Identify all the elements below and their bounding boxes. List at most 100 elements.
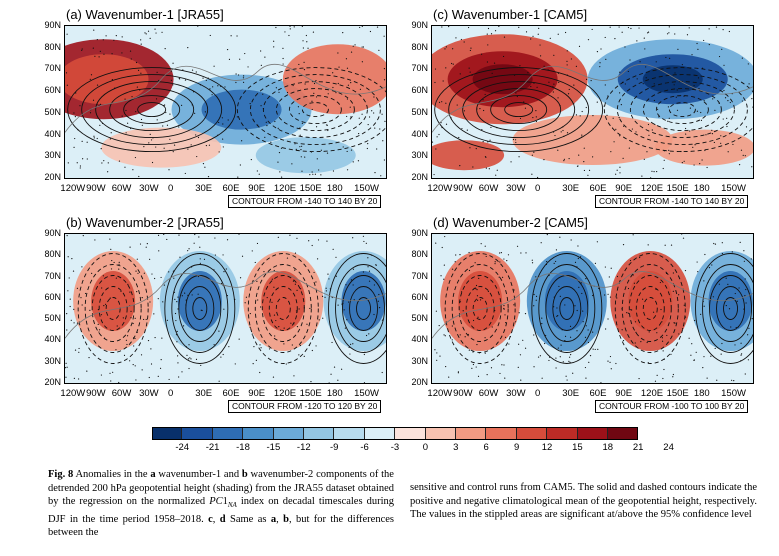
x-tick-label: 0 [534, 183, 541, 194]
x-tick-label: 120E [273, 183, 297, 194]
colorbar-swatch [182, 427, 213, 440]
y-tick-label: 80N [44, 249, 61, 260]
y-tick-label: 50N [411, 106, 428, 117]
x-tick-label: 60W [111, 388, 132, 399]
x-tick-label: 150W [721, 183, 746, 194]
y-tick-label: 20N [411, 377, 428, 387]
colorbar-tick-label: -24 [175, 442, 190, 453]
x-tick-label: 90W [453, 183, 473, 194]
colorbar-frame [152, 427, 638, 440]
colorbar-tick-label: -12 [296, 442, 311, 453]
x-tick-label: 150W [721, 388, 746, 399]
y-tick-label: 50N [44, 106, 61, 117]
y-tick-label: 50N [44, 313, 61, 324]
x-tick-label: 180 [326, 183, 343, 194]
colorbar-tick-label: -9 [329, 442, 339, 453]
x-tick-label: 30E [562, 388, 580, 399]
x-tick-label: 180 [693, 388, 710, 399]
x-tick-label: 180 [326, 388, 343, 399]
y-tick-label: 70N [44, 270, 61, 281]
x-tick-label: 90E [615, 388, 633, 399]
y-tick-label: 60N [44, 85, 61, 96]
x-tick-label: 0 [167, 388, 174, 399]
y-tick-label: 40N [44, 334, 61, 345]
colorbar-swatch [395, 427, 426, 440]
x-tick-label: 30W [506, 183, 526, 194]
x-tick-label: 150W [354, 183, 379, 194]
map-panel-c [431, 25, 754, 179]
x-tick-label: 60E [222, 183, 240, 194]
x-tick-label: 90E [248, 183, 266, 194]
colorbar-swatch [152, 427, 183, 440]
y-tick-label: 90N [411, 20, 428, 30]
y-tick-label: 90N [44, 228, 61, 238]
y-tick-label: 90N [411, 228, 428, 238]
x-tick-label: 90W [86, 183, 106, 194]
x-tick-label: 60E [589, 388, 607, 399]
colorbar-swatch [212, 427, 244, 440]
x-tick-label: 120W [60, 388, 86, 399]
x-tick-label: 60W [478, 388, 499, 399]
map-panel-b [64, 233, 387, 384]
x-tick-label: 120E [640, 388, 664, 399]
x-tick-label: 60E [589, 183, 607, 194]
y-tick-label: 70N [411, 270, 428, 281]
caption-right: sensitive and control runs from CAM5. Th… [410, 482, 757, 521]
y-tick-label: 40N [411, 334, 428, 345]
y-tick-label: 50N [411, 313, 428, 324]
contour-interval-label-c: CONTOUR FROM -140 TO 140 BY 20 [595, 195, 749, 208]
colorbar-tick-label: -15 [266, 442, 281, 453]
y-tick-label: 60N [44, 291, 61, 302]
x-tick-label: 0 [167, 183, 174, 194]
y-tick-label: 80N [411, 41, 428, 52]
caption-label: Fig. 8 [48, 469, 74, 480]
colorbar-swatch [577, 427, 608, 440]
x-tick-label: 30E [562, 183, 580, 194]
colorbar-tick-label: 6 [483, 442, 489, 453]
colorbar-tick-label: 12 [541, 442, 553, 453]
y-tick-label: 30N [44, 150, 61, 161]
colorbar-tick-label: -3 [390, 442, 400, 453]
x-tick-label: 150W [354, 388, 379, 399]
y-tick-label: 60N [411, 85, 428, 96]
x-tick-label: 120E [640, 183, 664, 194]
y-tick-label: 30N [411, 355, 428, 366]
x-tick-label: 30E [195, 183, 213, 194]
y-tick-label: 70N [411, 63, 428, 74]
colorbar-swatch [516, 427, 548, 440]
x-tick-label: 30E [195, 388, 213, 399]
x-tick-label: 150E [299, 388, 322, 399]
colorbar-tick-label: -6 [360, 442, 369, 453]
colorbar-swatch [364, 427, 396, 440]
x-tick-label: 150E [666, 388, 689, 399]
map-panel-d [431, 233, 754, 384]
map-panel-a [64, 25, 387, 179]
colorbar-tick-label: -18 [236, 442, 250, 453]
y-tick-label: 80N [44, 41, 61, 52]
x-tick-label: 60W [478, 183, 499, 194]
x-tick-label: 90W [453, 388, 473, 399]
colorbar-swatch [304, 427, 335, 440]
colorbar-tick-label: 0 [422, 442, 429, 453]
colorbar-swatch [547, 427, 578, 440]
x-tick-label: 90E [615, 183, 633, 194]
y-tick-label: 20N [411, 172, 428, 182]
colorbar-swatch [334, 427, 365, 440]
colorbar-swatch [273, 427, 304, 440]
colorbar-swatch [243, 427, 274, 440]
colorbar-swatch [425, 427, 456, 440]
contour-interval-label-a: CONTOUR FROM -140 TO 140 BY 20 [228, 195, 382, 208]
y-tick-label: 20N [44, 172, 61, 182]
contour-interval-label-b: CONTOUR FROM -120 TO 120 BY 20 [228, 400, 382, 413]
colorbar-tick-label: 3 [453, 442, 459, 453]
y-tick-label: 40N [411, 128, 428, 139]
y-tick-label: 80N [411, 249, 428, 260]
colorbar-swatch [486, 427, 517, 440]
y-tick-label: 90N [44, 20, 61, 30]
x-tick-label: 120W [427, 388, 453, 399]
y-tick-label: 40N [44, 128, 61, 139]
x-tick-label: 0 [534, 388, 541, 399]
colorbar-tick-label: 18 [602, 442, 614, 453]
y-tick-label: 30N [44, 355, 61, 366]
panel-title-d: (d) Wavenumber-2 [CAM5] [433, 215, 588, 230]
